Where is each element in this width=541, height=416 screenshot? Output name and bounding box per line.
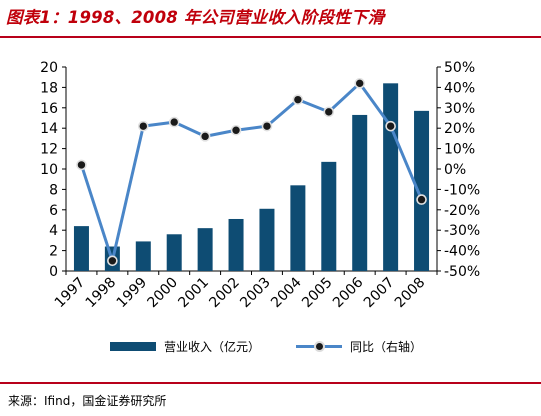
- figure-title: 图表1：1998、2008 年公司营业收入阶段性下滑: [6, 8, 385, 27]
- left-axis-tick-label: 8: [49, 182, 58, 198]
- source-label: 来源：: [8, 394, 45, 408]
- right-axis-tick-label: 10%: [444, 142, 475, 158]
- legend-line-swatch: [296, 336, 342, 356]
- yoy-point: [292, 94, 304, 105]
- yoy-point: [230, 124, 242, 136]
- legend-bar-swatch: [110, 341, 156, 351]
- left-axis-tick-label: 16: [40, 101, 58, 117]
- yoy-point: [199, 131, 211, 142]
- left-axis-tick-label: 14: [40, 121, 58, 137]
- x-axis-category-label: 2005: [299, 275, 336, 312]
- right-axis-tick-label: 50%: [444, 60, 475, 76]
- x-axis-category-label: 1999: [114, 275, 151, 312]
- yoy-point: [168, 116, 180, 128]
- left-axis-tick-label: 20: [40, 60, 58, 76]
- left-axis-tick-label: 12: [40, 142, 58, 158]
- revenue-bar: [166, 234, 182, 271]
- combo-chart: 0 2 4 6 8 10 12 14 16 18 20 -50% -40% -30% -20% -10% 0%…: [40, 60, 480, 312]
- legend-item-revenue: 营业收入（亿元）: [110, 336, 260, 356]
- left-axis-tick-label: 18: [40, 80, 58, 96]
- legend-yoy-label: 同比（右轴）: [350, 339, 423, 354]
- legend-revenue-label: 营业收入（亿元）: [164, 339, 261, 354]
- left-axis-tick-label: 4: [49, 223, 58, 239]
- revenue-bar: [73, 226, 89, 271]
- revenue-bar: [228, 218, 244, 271]
- yoy-point: [416, 194, 427, 205]
- right-axis-tick-label: 0%: [444, 162, 466, 178]
- right-axis-tick-label: -20%: [444, 203, 480, 219]
- x-axis-category-label: 2008: [392, 275, 429, 312]
- revenue-bar: [259, 208, 275, 271]
- revenue-bar: [197, 228, 213, 271]
- right-axis-tick-label: -10%: [444, 182, 480, 198]
- revenue-bar: [414, 110, 430, 271]
- source-note: 来源：Ifind，国金证券研究所: [8, 392, 166, 409]
- left-axis-tick-label: 0: [49, 264, 58, 280]
- x-axis-category-label: 2003: [237, 275, 274, 312]
- right-axis-tick-label: -50%: [444, 264, 480, 280]
- yoy-point: [137, 120, 149, 132]
- x-axis-category-label: 2001: [175, 275, 212, 312]
- yoy-point: [323, 106, 335, 118]
- source-text: Ifind，国金证券研究所: [44, 394, 167, 408]
- yoy-point: [107, 255, 118, 267]
- revenue-bar: [352, 114, 368, 271]
- chart-legend: 营业收入（亿元） 同比（右轴）: [0, 336, 541, 356]
- revenue-bar: [383, 83, 399, 271]
- yoy-line: [80, 81, 423, 263]
- x-axis-category-label: 2002: [206, 275, 243, 312]
- x-axis-category-label: 2000: [145, 275, 182, 312]
- x-axis-category-label: 2004: [268, 274, 305, 311]
- title-divider: [0, 36, 541, 38]
- right-axis-tick-label: 40%: [444, 80, 475, 96]
- left-axis-tick-label: 10: [40, 162, 58, 178]
- yoy-point: [261, 120, 273, 132]
- revenue-bar: [321, 161, 337, 271]
- right-axis-tick-label: 20%: [444, 121, 475, 137]
- revenue-bar: [290, 185, 306, 271]
- right-axis-tick-label: 30%: [444, 101, 475, 117]
- left-axis-tick-label: 2: [49, 244, 58, 260]
- right-axis-tick-label: -30%: [444, 223, 480, 239]
- x-axis-category-label: 1998: [83, 275, 120, 312]
- right-axis-tick-label: -40%: [444, 244, 480, 260]
- left-axis-tick-label: 6: [49, 203, 58, 219]
- yoy-point: [385, 120, 396, 132]
- legend-item-yoy: 同比（右轴）: [296, 336, 422, 356]
- yoy-point: [354, 78, 366, 89]
- revenue-bar: [135, 241, 151, 271]
- footer-divider: [0, 382, 541, 384]
- x-axis-category-label: 2007: [361, 275, 398, 312]
- yoy-point: [76, 159, 87, 171]
- x-axis-category-label: 2006: [330, 274, 367, 311]
